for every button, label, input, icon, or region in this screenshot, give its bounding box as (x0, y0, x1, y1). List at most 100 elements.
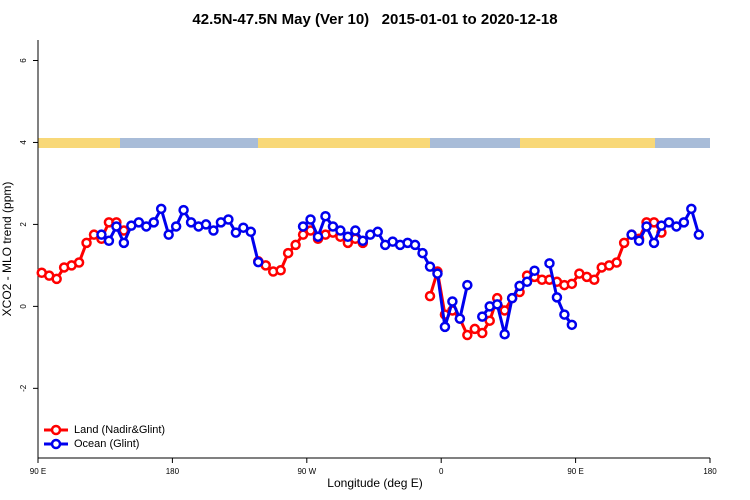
series-point (118, 237, 130, 249)
x-tick-label: 180 (166, 467, 180, 476)
series-point (551, 292, 563, 303)
series-point (424, 261, 436, 272)
series-point (566, 319, 578, 331)
y-tick-label: 4 (19, 140, 28, 145)
series-point (320, 210, 331, 222)
series-point (275, 265, 286, 276)
y-tick-label: 0 (19, 304, 28, 309)
x-tick-label: 90 W (297, 467, 316, 476)
series-point (350, 225, 361, 236)
series-point (417, 247, 428, 259)
y-axis-title: XCO2 - MLO trend (ppm) (0, 182, 14, 317)
land-band (520, 138, 655, 148)
series-point (447, 296, 458, 307)
chart-title: 42.5N-47.5N May (Ver 10) 2015-01-01 to 2… (192, 11, 557, 28)
series-line (41, 220, 125, 281)
land-band (38, 138, 120, 148)
series-point (185, 217, 197, 228)
series-point (238, 222, 249, 233)
series-point (335, 225, 346, 236)
series-point (133, 217, 145, 228)
series-point (462, 329, 473, 341)
series-line (100, 204, 260, 263)
series-point (686, 203, 697, 215)
series-point (141, 221, 152, 232)
series-point (671, 221, 682, 232)
x-tick-label: 90 E (30, 467, 46, 476)
ocean-band (655, 138, 710, 148)
series-point (566, 278, 578, 290)
series-point (51, 273, 62, 285)
series-point (462, 279, 473, 291)
series-point (372, 226, 383, 238)
series-point (223, 214, 234, 225)
series-point (589, 274, 600, 285)
series-point (618, 237, 630, 249)
series-point (409, 239, 421, 251)
series-point (469, 323, 481, 335)
series-point (611, 257, 622, 268)
series-point (155, 203, 167, 215)
legend-marker (50, 424, 62, 436)
legend-marker (50, 438, 62, 450)
series-point (633, 235, 645, 247)
legend-label: Land (Nadir&Glint) (74, 424, 165, 436)
series-point (641, 221, 652, 232)
ocean-band (430, 138, 520, 148)
series-point (111, 221, 122, 232)
series-point (663, 217, 675, 228)
series-point (559, 309, 570, 320)
series-point (544, 258, 555, 269)
series-point (81, 237, 92, 249)
series-point (163, 229, 174, 240)
series-point (499, 305, 510, 316)
series-point (477, 311, 488, 322)
y-tick-label: -2 (19, 384, 28, 392)
series-point (648, 237, 660, 249)
x-tick-label: 0 (439, 467, 444, 476)
series-point (327, 221, 339, 232)
series-point (357, 235, 369, 247)
land-band (258, 138, 430, 148)
series-point (282, 247, 294, 259)
series-point (103, 235, 115, 247)
series-point (626, 229, 637, 240)
series-point (312, 231, 324, 242)
series-point (424, 290, 436, 302)
x-axis-title: Longitude (deg E) (327, 476, 422, 490)
series-point (73, 257, 85, 268)
series-point (297, 221, 309, 232)
series-point (484, 315, 495, 326)
series-point (439, 321, 451, 333)
series-point (208, 225, 219, 236)
series-point (499, 328, 510, 340)
series-point (693, 229, 705, 240)
y-tick-label: 2 (19, 222, 28, 227)
series-point (477, 327, 488, 339)
series-point (454, 313, 466, 324)
series-point (678, 217, 690, 228)
series-point (178, 204, 189, 216)
series-point (506, 292, 518, 304)
series-point (170, 221, 182, 232)
legend-label: Ocean (Glint) (74, 438, 139, 450)
x-tick-label: 180 (703, 467, 717, 476)
series-point (529, 265, 540, 276)
land-ocean-strip (38, 138, 710, 148)
series-point (491, 299, 503, 310)
series-point (245, 226, 257, 238)
series-point (432, 268, 443, 279)
series-point (96, 229, 107, 240)
series-point (342, 231, 354, 242)
series-point (148, 217, 159, 228)
series-line (548, 263, 574, 326)
series-point (521, 276, 533, 288)
series-point (230, 227, 242, 238)
series-point (290, 239, 301, 251)
x-tick-label: 90 E (567, 467, 583, 476)
series-point (253, 256, 264, 268)
series-point (200, 219, 212, 230)
series-point (305, 214, 316, 225)
series-point (514, 280, 525, 292)
